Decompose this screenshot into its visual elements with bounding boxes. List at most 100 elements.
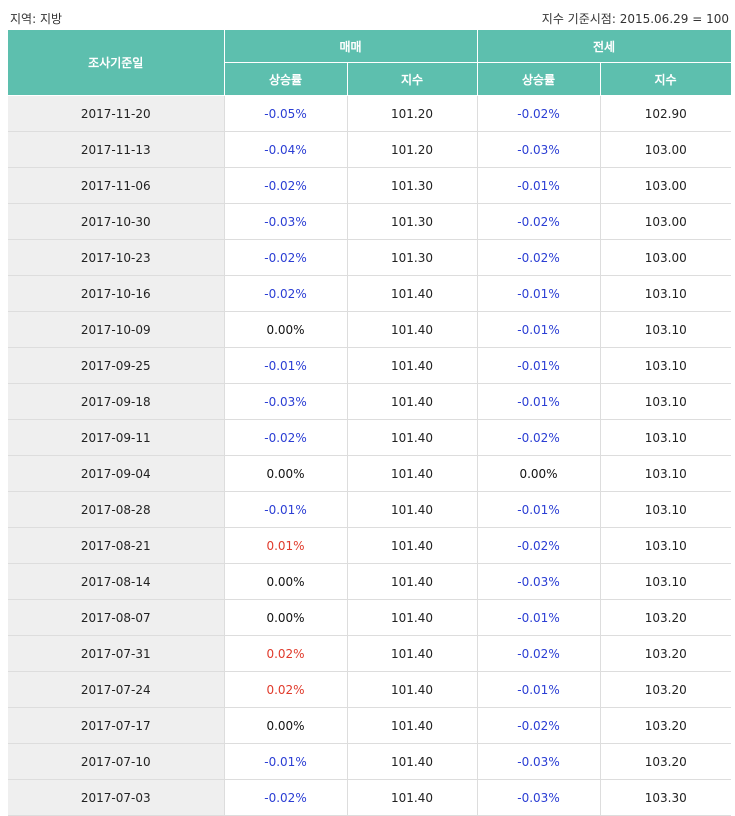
sale-index-cell: 101.40 bbox=[347, 491, 478, 528]
sale-index-cell: 101.40 bbox=[347, 383, 478, 420]
sale-index-cell: 101.20 bbox=[347, 131, 478, 168]
table-row: 2017-10-23 -0.02% 101.30 -0.02% 103.00 bbox=[8, 239, 731, 276]
jeonse-rate-cell: -0.01% bbox=[477, 167, 601, 204]
jeonse-index-cell: 103.10 bbox=[600, 491, 731, 528]
table-row: 2017-08-07 0.00% 101.40 -0.01% 103.20 bbox=[8, 599, 731, 636]
table-row: 2017-10-16 -0.02% 101.40 -0.01% 103.10 bbox=[8, 275, 731, 312]
table-row: 2017-08-21 0.01% 101.40 -0.02% 103.10 bbox=[8, 527, 731, 564]
table-row: 2017-11-13 -0.04% 101.20 -0.03% 103.00 bbox=[8, 131, 731, 168]
jeonse-index-cell: 103.20 bbox=[600, 671, 731, 708]
jeonse-rate-cell: -0.01% bbox=[477, 347, 601, 384]
jeonse-index-cell: 102.90 bbox=[600, 95, 731, 132]
date-cell: 2017-07-31 bbox=[8, 635, 225, 672]
jeonse-rate-cell: -0.01% bbox=[477, 671, 601, 708]
sale-index-cell: 101.30 bbox=[347, 239, 478, 276]
jeonse-index-cell: 103.00 bbox=[600, 167, 731, 204]
jeonse-index-cell: 103.10 bbox=[600, 383, 731, 420]
sale-rate-cell: -0.02% bbox=[224, 779, 348, 816]
sale-rate-cell: -0.03% bbox=[224, 203, 348, 240]
jeonse-index-cell: 103.10 bbox=[600, 419, 731, 456]
jeonse-index-cell: 103.10 bbox=[600, 563, 731, 600]
table-row: 2017-10-09 0.00% 101.40 -0.01% 103.10 bbox=[8, 311, 731, 348]
sale-index-cell: 101.30 bbox=[347, 203, 478, 240]
sale-rate-cell: 0.00% bbox=[224, 455, 348, 492]
table-row: 2017-09-18 -0.03% 101.40 -0.01% 103.10 bbox=[8, 383, 731, 420]
table-header: 조사기준일 매매 전세 상승률 지수 상승률 지수 bbox=[8, 30, 732, 96]
sale-index-cell: 101.40 bbox=[347, 311, 478, 348]
sale-rate-cell: -0.01% bbox=[224, 491, 348, 528]
jeonse-rate-cell: -0.01% bbox=[477, 491, 601, 528]
jeonse-index-cell: 103.20 bbox=[600, 707, 731, 744]
sale-index-cell: 101.40 bbox=[347, 563, 478, 600]
jeonse-index-cell: 103.00 bbox=[600, 131, 731, 168]
sale-rate-cell: 0.00% bbox=[224, 563, 348, 600]
jeonse-rate-cell: -0.01% bbox=[477, 383, 601, 420]
sale-index-cell: 101.40 bbox=[347, 347, 478, 384]
date-cell: 2017-09-18 bbox=[8, 383, 225, 420]
sale-rate-cell: -0.02% bbox=[224, 419, 348, 456]
table-row: 2017-10-30 -0.03% 101.30 -0.02% 103.00 bbox=[8, 203, 731, 240]
sale-rate-cell: -0.02% bbox=[224, 275, 348, 312]
date-cell: 2017-08-07 bbox=[8, 599, 225, 636]
date-cell: 2017-10-09 bbox=[8, 311, 225, 348]
jeonse-rate-cell: 0.00% bbox=[477, 455, 601, 492]
col-header-jeonse-index: 지수 bbox=[600, 62, 732, 96]
jeonse-rate-cell: -0.03% bbox=[477, 743, 601, 780]
date-cell: 2017-07-24 bbox=[8, 671, 225, 708]
date-cell: 2017-10-30 bbox=[8, 203, 225, 240]
jeonse-index-cell: 103.10 bbox=[600, 275, 731, 312]
table-row: 2017-09-04 0.00% 101.40 0.00% 103.10 bbox=[8, 455, 731, 492]
table-row: 2017-07-10 -0.01% 101.40 -0.03% 103.20 bbox=[8, 743, 731, 780]
sale-index-cell: 101.40 bbox=[347, 419, 478, 456]
table-row: 2017-07-31 0.02% 101.40 -0.02% 103.20 bbox=[8, 635, 731, 672]
jeonse-rate-cell: -0.02% bbox=[477, 95, 601, 132]
sale-index-cell: 101.40 bbox=[347, 743, 478, 780]
jeonse-rate-cell: -0.02% bbox=[477, 635, 601, 672]
sale-rate-cell: -0.02% bbox=[224, 167, 348, 204]
jeonse-rate-cell: -0.01% bbox=[477, 599, 601, 636]
jeonse-index-cell: 103.20 bbox=[600, 743, 731, 780]
table-row: 2017-08-28 -0.01% 101.40 -0.01% 103.10 bbox=[8, 491, 731, 528]
group-header-jeonse: 전세 bbox=[477, 30, 732, 63]
sale-index-cell: 101.40 bbox=[347, 671, 478, 708]
sale-rate-cell: 0.00% bbox=[224, 599, 348, 636]
table-row: 2017-09-11 -0.02% 101.40 -0.02% 103.10 bbox=[8, 419, 731, 456]
table-row: 2017-07-17 0.00% 101.40 -0.02% 103.20 bbox=[8, 707, 731, 744]
col-header-jeonse-rate: 상승률 bbox=[477, 62, 601, 96]
sale-rate-cell: -0.01% bbox=[224, 347, 348, 384]
jeonse-index-cell: 103.10 bbox=[600, 347, 731, 384]
jeonse-index-cell: 103.00 bbox=[600, 203, 731, 240]
sale-rate-cell: -0.01% bbox=[224, 743, 348, 780]
jeonse-rate-cell: -0.03% bbox=[477, 779, 601, 816]
jeonse-rate-cell: -0.02% bbox=[477, 203, 601, 240]
sale-index-cell: 101.40 bbox=[347, 455, 478, 492]
jeonse-index-cell: 103.30 bbox=[600, 779, 731, 816]
date-cell: 2017-07-17 bbox=[8, 707, 225, 744]
date-cell: 2017-07-10 bbox=[8, 743, 225, 780]
date-cell: 2017-11-06 bbox=[8, 167, 225, 204]
sale-rate-cell: -0.02% bbox=[224, 239, 348, 276]
table-row: 2017-08-14 0.00% 101.40 -0.03% 103.10 bbox=[8, 563, 731, 600]
table-caption-bar: 지역: 지방 지수 기준시점: 2015.06.29 = 100 bbox=[0, 0, 735, 30]
sale-index-cell: 101.40 bbox=[347, 635, 478, 672]
group-header-sale: 매매 bbox=[224, 30, 478, 63]
sale-index-cell: 101.30 bbox=[347, 167, 478, 204]
jeonse-rate-cell: -0.02% bbox=[477, 239, 601, 276]
sale-index-cell: 101.40 bbox=[347, 599, 478, 636]
date-cell: 2017-08-21 bbox=[8, 527, 225, 564]
sale-rate-cell: 0.00% bbox=[224, 311, 348, 348]
table-row: 2017-11-20 -0.05% 101.20 -0.02% 102.90 bbox=[8, 95, 731, 132]
jeonse-rate-cell: -0.02% bbox=[477, 419, 601, 456]
sale-rate-cell: -0.04% bbox=[224, 131, 348, 168]
sale-rate-cell: -0.05% bbox=[224, 95, 348, 132]
jeonse-rate-cell: -0.03% bbox=[477, 563, 601, 600]
date-cell: 2017-10-16 bbox=[8, 275, 225, 312]
sale-rate-cell: 0.02% bbox=[224, 671, 348, 708]
date-cell: 2017-11-13 bbox=[8, 131, 225, 168]
jeonse-index-cell: 103.00 bbox=[600, 239, 731, 276]
table-body: 2017-11-20 -0.05% 101.20 -0.02% 102.90 2017-1… bbox=[8, 95, 731, 816]
jeonse-rate-cell: -0.02% bbox=[477, 707, 601, 744]
date-cell: 2017-11-20 bbox=[8, 95, 225, 132]
jeonse-index-cell: 103.10 bbox=[600, 527, 731, 564]
index-base-label: 지수 기준시점: 2015.06.29 = 100 bbox=[541, 12, 729, 26]
